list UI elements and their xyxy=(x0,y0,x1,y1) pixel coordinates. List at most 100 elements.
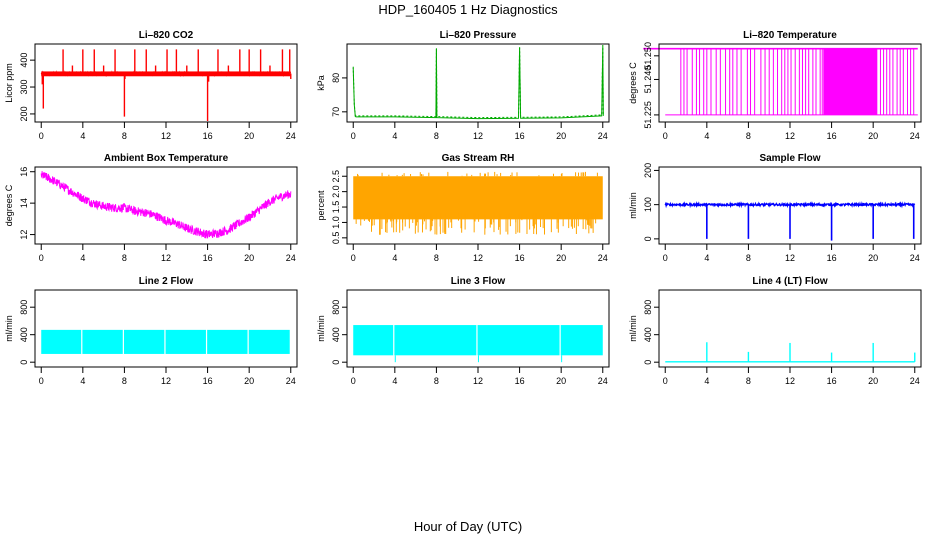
panel-title: Li–820 CO2 xyxy=(139,30,194,41)
y-tick-label: 1.5 xyxy=(331,201,341,214)
x-tick-label: 0 xyxy=(351,131,356,141)
x-tick-label: 0 xyxy=(351,253,356,263)
y-tick-label: 0.5 xyxy=(331,232,341,245)
x-tick-label: 24 xyxy=(286,376,296,386)
plot-frame xyxy=(346,43,610,123)
x-tick-label: 12 xyxy=(161,253,171,263)
series-ambient xyxy=(40,171,292,239)
x-tick-label: 12 xyxy=(785,376,795,386)
x-tick-label: 12 xyxy=(473,131,483,141)
panel-title: Li–820 Pressure xyxy=(440,30,517,41)
x-tick-label: 0 xyxy=(39,376,44,386)
x-tick-label: 8 xyxy=(746,131,751,141)
x-tick-label: 4 xyxy=(392,253,397,263)
temp-dense-band xyxy=(823,48,878,115)
panel-line2: 0 4 8 12 16 20 24 0 400 800 Line 2 Flow ml/min xyxy=(4,276,298,386)
panel-rh: 0 4 8 12 16 20 24 0.5 1.0 1.5 2.0 2.5 Gas Stream RH p… xyxy=(316,153,610,263)
x-tick-label: 0 xyxy=(663,376,668,386)
y-tick-label: 70 xyxy=(331,107,341,117)
y-axis-label: kPa xyxy=(316,75,326,91)
x-tick-label: 0 xyxy=(663,131,668,141)
plot-frame xyxy=(34,289,298,368)
y-tick-label: 400 xyxy=(19,327,29,342)
x-tick-label: 20 xyxy=(244,131,254,141)
y-tick-label: 80 xyxy=(331,73,341,83)
y-tick-label: 800 xyxy=(331,300,341,315)
y-tick-label: 51.240 xyxy=(643,66,653,94)
y-tick-label: 400 xyxy=(19,53,29,68)
x-tick-label: 20 xyxy=(556,131,566,141)
panel-sample: 0 4 8 12 16 20 24 0 100 200 Sample Flow ml/min xyxy=(628,153,922,263)
panel-pressure: 0 4 8 12 16 20 24 70 80 Li–820 Pressure kPa xyxy=(316,30,610,141)
y-tick-label: 300 xyxy=(19,80,29,95)
series-rh xyxy=(353,171,603,235)
x-tick-label: 20 xyxy=(244,253,254,263)
x-tick-label: 8 xyxy=(434,253,439,263)
y-axis-label: degrees C xyxy=(4,184,14,226)
x-tick-label: 8 xyxy=(434,131,439,141)
panel-line3: 0 4 8 12 16 20 24 0 400 800 Line 3 Flow ml/min xyxy=(316,276,610,386)
y-tick-label: 200 xyxy=(19,106,29,121)
series-line4 xyxy=(665,342,916,363)
x-tick-label: 24 xyxy=(910,376,920,386)
y-tick-label: 0 xyxy=(331,360,341,365)
x-tick-label: 12 xyxy=(161,376,171,386)
x-tick-label: 8 xyxy=(746,253,751,263)
y-tick-label: 0 xyxy=(19,360,29,365)
series-sample xyxy=(664,200,916,241)
x-tick-label: 24 xyxy=(286,253,296,263)
y-axis-label: ml/min xyxy=(628,192,638,219)
x-tick-label: 12 xyxy=(473,376,483,386)
x-tick-label: 24 xyxy=(598,253,608,263)
x-tick-label: 12 xyxy=(785,131,795,141)
y-tick-label: 2.0 xyxy=(331,185,341,198)
series-co2 xyxy=(40,49,292,121)
y-tick-label: 400 xyxy=(331,327,341,342)
x-tick-label: 0 xyxy=(351,376,356,386)
x-tick-label: 0 xyxy=(39,131,44,141)
x-tick-label: 16 xyxy=(515,253,525,263)
x-tick-label: 8 xyxy=(746,376,751,386)
plot-frame xyxy=(34,166,298,245)
x-tick-label: 12 xyxy=(473,253,483,263)
panel-line4: 0 4 8 12 16 20 24 0 400 800 Line 4 (LT) Flow ml/min xyxy=(628,276,922,386)
y-tick-label: 16 xyxy=(19,167,29,177)
x-tick-label: 16 xyxy=(515,376,525,386)
x-tick-label: 24 xyxy=(598,376,608,386)
x-tick-label: 16 xyxy=(203,131,213,141)
y-tick-label: 400 xyxy=(643,327,653,342)
x-tick-label: 16 xyxy=(203,376,213,386)
ambient-trace xyxy=(40,171,292,239)
y-axis-label: percent xyxy=(316,190,326,221)
series-temperature xyxy=(643,47,918,116)
x-tick-label: 20 xyxy=(868,253,878,263)
x-tick-label: 24 xyxy=(910,131,920,141)
y-tick-label: 12 xyxy=(19,230,29,240)
x-tick-label: 4 xyxy=(704,376,709,386)
x-tick-label: 8 xyxy=(122,253,127,263)
x-tick-label: 0 xyxy=(39,253,44,263)
x-tick-label: 24 xyxy=(598,131,608,141)
x-tick-label: 20 xyxy=(868,376,878,386)
x-tick-label: 8 xyxy=(122,376,127,386)
panel-title: Line 3 Flow xyxy=(451,276,506,287)
x-tick-label: 16 xyxy=(515,131,525,141)
x-tick-label: 20 xyxy=(244,376,254,386)
y-tick-label: 51.225 xyxy=(643,101,653,129)
pressure-trace xyxy=(352,45,604,120)
x-tick-label: 20 xyxy=(868,131,878,141)
x-tick-label: 4 xyxy=(704,131,709,141)
x-tick-label: 8 xyxy=(122,131,127,141)
y-tick-label: 800 xyxy=(19,300,29,315)
panel-title: Ambient Box Temperature xyxy=(104,153,229,164)
y-tick-label: 100 xyxy=(643,197,653,212)
x-tick-label: 12 xyxy=(161,131,171,141)
series-pressure xyxy=(352,44,604,120)
x-tick-label: 24 xyxy=(286,131,296,141)
x-tick-label: 16 xyxy=(827,131,837,141)
line3-band xyxy=(353,325,603,356)
x-tick-label: 16 xyxy=(827,376,837,386)
panel-title: Line 4 (LT) Flow xyxy=(752,276,828,287)
y-tick-label: 2.5 xyxy=(331,170,341,183)
